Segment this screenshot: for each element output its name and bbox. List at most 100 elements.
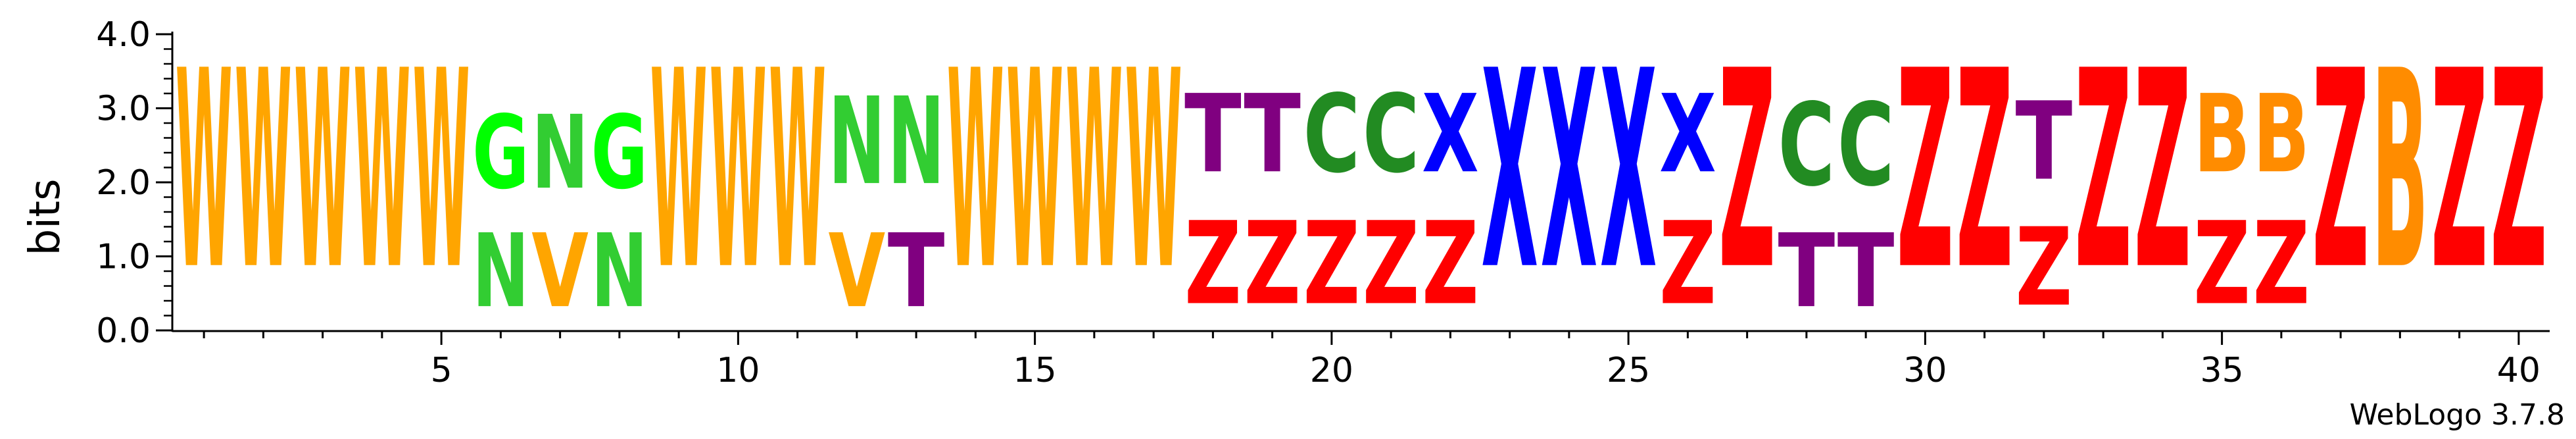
letter-T-pos-19: T	[1244, 71, 1301, 197]
stack-pos-23: X	[1481, 14, 1538, 330]
letter-W-pos-4: W	[354, 14, 411, 330]
letter-Z-pos-18: Z	[1184, 198, 1242, 330]
letter-W-pos-17: W	[1125, 14, 1182, 330]
letter-G-pos-6: G	[472, 95, 529, 212]
letter-W-pos-15: W	[1006, 14, 1063, 330]
letter-Z-pos-40: Z	[2491, 13, 2548, 330]
stack-pos-37: Z	[2312, 13, 2369, 330]
letter-W-pos-3: W	[294, 14, 351, 330]
letter-Z-pos-20: Z	[1303, 198, 1361, 330]
x-tick-label: 20	[1310, 351, 1353, 390]
letter-Z-pos-22: Z	[1422, 198, 1479, 330]
x-tick-label: 40	[2497, 351, 2540, 390]
stack-pos-19: ZT	[1244, 71, 1301, 330]
stack-pos-30: Z	[1897, 13, 1954, 330]
letter-W-pos-5: W	[413, 14, 470, 330]
letter-Z-pos-39: Z	[2431, 13, 2488, 330]
stack-pos-10: W	[710, 14, 767, 330]
stack-pos-17: W	[1125, 14, 1182, 330]
letter-Z-pos-19: Z	[1244, 198, 1301, 330]
stack-pos-27: Z	[1718, 13, 1776, 330]
stack-pos-36: ZB	[2253, 72, 2310, 330]
letter-X-pos-24: X	[1541, 14, 1598, 330]
x-tick-label: 5	[431, 351, 452, 390]
letter-W-pos-1: W	[176, 14, 233, 330]
stack-pos-16: W	[1066, 14, 1123, 330]
letter-V-pos-12: V	[829, 212, 886, 330]
stack-pos-38: B	[2371, 13, 2429, 330]
stack-pos-4: W	[354, 14, 411, 330]
letter-B-pos-38: B	[2371, 13, 2429, 330]
stack-pos-11: W	[769, 14, 826, 330]
stack-pos-7: VN	[531, 93, 589, 330]
letter-T-pos-18: T	[1184, 71, 1242, 197]
y-tick-label: 4.0	[96, 15, 151, 55]
stack-pos-22: ZX	[1422, 72, 1479, 330]
weblogo-credit: WebLogo 3.7.8	[2350, 398, 2565, 432]
letter-W-pos-10: W	[710, 14, 767, 330]
letter-N-pos-6: N	[472, 212, 529, 330]
letter-Z-pos-27: Z	[1718, 13, 1776, 330]
stack-pos-9: W	[650, 14, 708, 330]
y-axis-label: bits	[21, 179, 70, 256]
y-tick-label: 1.0	[96, 238, 151, 277]
letter-Z-pos-36: Z	[2253, 198, 2310, 330]
letter-T-pos-29: T	[1837, 213, 1895, 330]
stack-pos-2: W	[235, 14, 292, 330]
letter-Z-pos-30: Z	[1897, 13, 1954, 330]
letter-X-pos-23: X	[1481, 14, 1538, 330]
letter-Z-pos-31: Z	[1956, 13, 2013, 330]
axes: bits 0.0 1.0 2.0 3.0 4.0 5 10 15 20 25 30 35 40	[21, 15, 2550, 390]
letter-N-pos-13: N	[888, 72, 945, 213]
letter-W-pos-9: W	[650, 14, 708, 330]
stack-pos-5: W	[413, 14, 470, 330]
letter-Z-pos-37: Z	[2312, 13, 2369, 330]
letter-G-pos-8: G	[591, 95, 648, 212]
stack-pos-8: NG	[591, 95, 648, 330]
stack-pos-3: W	[294, 14, 351, 330]
letter-N-pos-12: N	[829, 72, 886, 213]
letter-T-pos-13: T	[888, 213, 945, 330]
stack-pos-26: ZX	[1659, 72, 1716, 330]
stack-pos-33: Z	[2075, 13, 2132, 330]
x-tick-label: 35	[2200, 351, 2244, 390]
stack-pos-24: X	[1541, 14, 1598, 330]
x-tick-label: 10	[716, 351, 760, 390]
y-tick-label: 0.0	[96, 311, 151, 351]
y-tick-label: 3.0	[96, 90, 151, 129]
letter-C-pos-21: C	[1363, 72, 1420, 197]
letter-T-pos-28: T	[1778, 213, 1835, 330]
letter-Z-pos-21: Z	[1363, 198, 1420, 330]
letter-Z-pos-34: Z	[2134, 13, 2191, 330]
x-tick-label: 25	[1607, 351, 1650, 390]
y-tick-label: 2.0	[96, 163, 151, 203]
stack-pos-21: ZC	[1363, 72, 1420, 330]
stack-pos-6: NG	[472, 95, 529, 330]
letter-Z-pos-26: Z	[1659, 198, 1716, 330]
letter-B-pos-36: B	[2253, 72, 2310, 197]
stack-pos-34: Z	[2134, 13, 2191, 330]
letter-Z-pos-32: Z	[2016, 205, 2073, 330]
letter-X-pos-25: X	[1600, 14, 1657, 330]
letter-N-pos-8: N	[591, 212, 648, 330]
stack-pos-29: TC	[1837, 78, 1895, 330]
letter-W-pos-11: W	[769, 14, 826, 330]
letter-W-pos-16: W	[1066, 14, 1123, 330]
stack-pos-13: TN	[888, 72, 945, 331]
stack-pos-12: VN	[829, 72, 886, 330]
stack-pos-31: Z	[1956, 13, 2013, 330]
stack-pos-15: W	[1006, 14, 1063, 330]
letter-W-pos-2: W	[235, 14, 292, 330]
x-tick-label: 15	[1013, 351, 1057, 390]
letter-C-pos-28: C	[1778, 78, 1835, 211]
letter-N-pos-7: N	[531, 93, 589, 212]
letter-Z-pos-33: Z	[2075, 13, 2132, 330]
letter-C-pos-20: C	[1303, 72, 1361, 197]
letter-C-pos-29: C	[1837, 78, 1895, 211]
letter-X-pos-26: X	[1659, 72, 1716, 197]
stack-pos-18: ZT	[1184, 71, 1242, 330]
letter-W-pos-14: W	[947, 14, 1004, 330]
stack-pos-14: W	[947, 14, 1004, 330]
